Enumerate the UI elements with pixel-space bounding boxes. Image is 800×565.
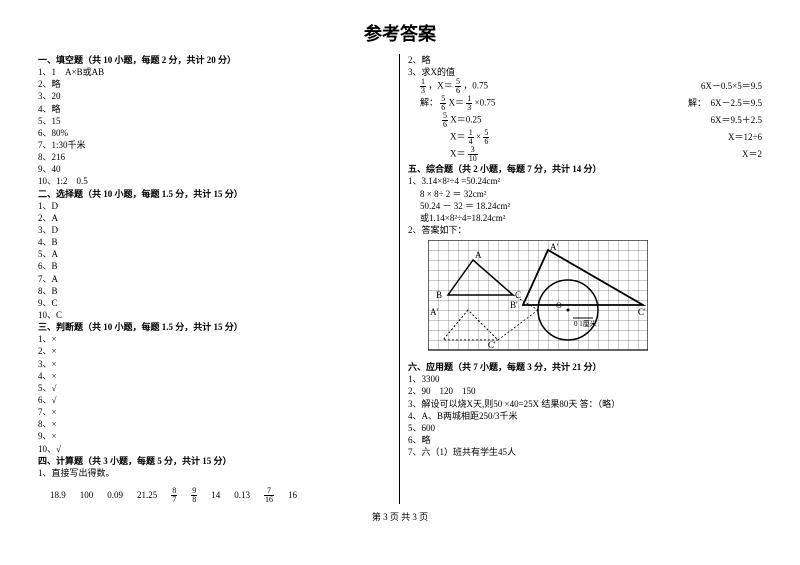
label-A: A (475, 250, 482, 260)
section-3-head: 三、判断题（共 10 小题，每题 1.5 分，共计 15 分） (38, 321, 391, 333)
s2-item: 4、B (38, 236, 391, 248)
geometry-diagram: A B C A' C' A' B' C' O 0 1厘米 (428, 240, 762, 357)
s5-item: 或1.14×8²÷4=18.24cm² (408, 212, 762, 224)
s3-item: 1、× (38, 333, 391, 345)
eq-right: 6X＝9.5＋2.5 (711, 114, 763, 128)
calc-val: 18.9 (50, 490, 66, 500)
s1-item: 4、略 (38, 103, 391, 115)
s5-item: 50.24 － 32 ＝ 18.24cm² (408, 200, 762, 212)
label-C1: C' (638, 307, 646, 317)
s1-item: 7、1:30千米 (38, 139, 391, 151)
label-O: O (556, 301, 562, 310)
s6-item: 4、A、B两城相距250/3千米 (408, 410, 762, 422)
calc-val: 0.13 (234, 490, 250, 500)
section-1-head: 一、填空题（共 10 小题，每题 2 分，共计 20 分） (38, 54, 391, 66)
s6-item: 6、略 (408, 434, 762, 446)
label-B1: B' (510, 300, 518, 310)
calc-frac: 87 (171, 487, 177, 504)
eq-left: 56 X＝0.25 (420, 112, 482, 129)
label-B: B (436, 290, 442, 300)
equation-row: 解： 56 X＝ 13 ×0.75 解： 6X－2.5＝9.5 (408, 95, 762, 112)
page-footer: 第 3 页 共 3 页 (30, 510, 770, 523)
section-2-head: 二、选择题（共 10 小题，每题 1.5 分，共计 15 分） (38, 188, 391, 200)
svg-text:A': A' (430, 307, 438, 317)
s6-item: 5、600 (408, 422, 762, 434)
s3-item: 6、√ (38, 394, 391, 406)
s2-item: 5、A (38, 248, 391, 260)
s1-item: 6、80% (38, 127, 391, 139)
s2-item: 10、C (38, 309, 391, 321)
s3-item: 7、× (38, 406, 391, 418)
calc-val: 0.09 (107, 490, 123, 500)
calc-val: 14 (211, 490, 220, 500)
s4-item: 1、直接写出得数。 (38, 467, 391, 479)
eq-left: X＝ 14 × 56 (420, 129, 489, 146)
calc-frac: 98 (191, 487, 197, 504)
s2-item: 8、B (38, 285, 391, 297)
s6-item: 3、解设可以烧X天,则50 ×40=25X 结果80天 答：（略） (408, 398, 762, 410)
s6-item: 1、3300 (408, 373, 762, 385)
s1-item: 2、略 (38, 78, 391, 90)
eq-left: X＝ 310 (420, 146, 478, 163)
s3-item: 4、× (38, 370, 391, 382)
page-title: 参考答案 (30, 20, 770, 46)
label-A1: A' (550, 242, 558, 252)
two-column-layout: 一、填空题（共 10 小题，每题 2 分，共计 20 分） 1、1 A×B或AB… (30, 54, 770, 504)
calc-frac: 716 (264, 487, 274, 504)
s1-item: 9、40 (38, 163, 391, 175)
s1-item: 10、1:2 0.5 (38, 175, 391, 187)
s2-item: 2、A (38, 212, 391, 224)
calc-val: 21.25 (137, 490, 157, 500)
s1-item: 5、15 (38, 115, 391, 127)
calc-answers-row: 18.9 100 0.09 21.25 87 98 14 0.13 716 16 (38, 487, 391, 504)
eq-right: 解： 6X－2.5＝9.5 (688, 97, 762, 111)
eq-left: 解： 56 X＝ 13 ×0.75 (420, 95, 495, 112)
section-6-head: 六、应用题（共 7 小题，每题 3 分，共计 21 分） (408, 361, 762, 373)
equation-row: X＝ 14 × 56 X＝12÷6 (408, 129, 762, 146)
s3-item: 8、× (38, 418, 391, 430)
calc-val: 100 (80, 490, 94, 500)
right-column: 2、略 3、求X的值 13 ，X＝ 56 ，0.75 6X－0.5×5＝9.5 … (400, 54, 770, 504)
section-4-head: 四、计算题（共 3 小题，每题 5 分，共计 15 分） (38, 455, 391, 467)
s3-item: 3、× (38, 358, 391, 370)
s5-item: 8 × 8÷ 2 ＝ 32cm² (408, 188, 762, 200)
s2-item: 7、A (38, 273, 391, 285)
eq-right: 6X－0.5×5＝9.5 (701, 80, 762, 94)
s6-item: 2、90 120 150 (408, 385, 762, 397)
s4-item: 2、略 (408, 54, 762, 66)
s2-item: 3、D (38, 224, 391, 236)
s3-item: 5、√ (38, 382, 391, 394)
equation-row: X＝ 310 X＝2 (408, 146, 762, 163)
label-C: C (515, 290, 521, 300)
section-5-head: 五、综合题（共 2 小题，每题 7 分，共计 14 分） (408, 163, 762, 175)
s3-item: 10、√ (38, 443, 391, 455)
s1-item: 3、20 (38, 90, 391, 102)
s4-item: 3、求X的值 (408, 66, 762, 78)
svg-text:C': C' (488, 340, 496, 350)
s3-item: 9、× (38, 430, 391, 442)
s5-item: 1、3.14×8²÷4 =50.24cm² (408, 175, 762, 187)
calc-val: 16 (288, 490, 297, 500)
eq-left: 13 ，X＝ 56 ，0.75 (420, 78, 488, 95)
equation-row: 56 X＝0.25 6X＝9.5＋2.5 (408, 112, 762, 129)
s5-item: 2、答案如下： (408, 224, 762, 236)
equation-row: 13 ，X＝ 56 ，0.75 6X－0.5×5＝9.5 (408, 78, 762, 95)
s1-item: 1、1 A×B或AB (38, 66, 391, 78)
eq-right: X＝12÷6 (728, 131, 762, 145)
s6-item: 7、六（1）班共有学生45人 (408, 446, 762, 458)
s2-item: 9、C (38, 297, 391, 309)
s1-item: 8、216 (38, 151, 391, 163)
s2-item: 6、B (38, 260, 391, 272)
eq-right: X＝2 (742, 148, 762, 162)
s2-item: 1、D (38, 200, 391, 212)
left-column: 一、填空题（共 10 小题，每题 2 分，共计 20 分） 1、1 A×B或AB… (30, 54, 400, 504)
scale-label: 0 1厘米 (574, 319, 597, 328)
s3-item: 2、× (38, 345, 391, 357)
